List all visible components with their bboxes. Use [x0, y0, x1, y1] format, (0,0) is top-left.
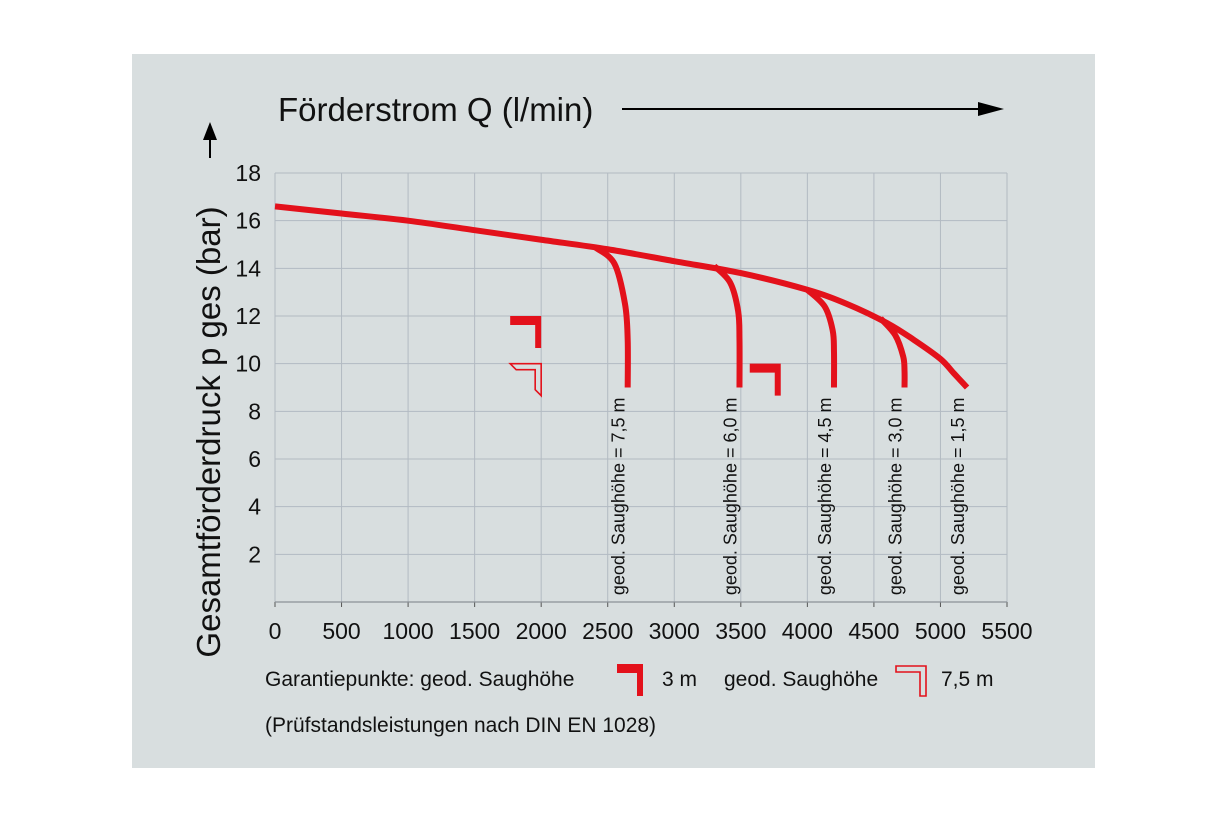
curve-label-5: geod. Saughöhe = 3,0 m [886, 398, 906, 596]
x-axis-arrowhead [978, 102, 1004, 116]
x-axis-title: Förderstrom Q (l/min) [278, 91, 593, 128]
legend-middle-label: geod. Saughöhe [724, 668, 878, 691]
x-tick-label: 1500 [449, 618, 500, 644]
y-tick-label: 12 [235, 303, 261, 329]
legend-outline-label: 7,5 m [941, 668, 994, 691]
legend-filled-label: 3 m [662, 668, 697, 691]
y-tick-label: 2 [248, 541, 261, 567]
guarantee-marker-filled [510, 316, 542, 348]
curve-1 [274, 203, 970, 390]
x-tick-label: 5000 [915, 618, 966, 644]
y-tick-labels: 2 4 6 8 10 12 14 16 18 [235, 160, 261, 567]
curve-5 [878, 316, 908, 388]
x-tick-label: 0 [269, 618, 282, 644]
x-tick-label: 5500 [981, 618, 1032, 644]
guarantee-markers [508, 316, 781, 398]
chart-panel: 0 500 1000 1500 2000 2500 3000 3500 4000 4500 5000… [132, 54, 1095, 768]
curve-label-1: geod. Saughöhe = 1,5 m [948, 398, 968, 596]
legend-outline-marker [895, 665, 927, 697]
grid [275, 172, 1008, 602]
x-tick-label: 2000 [516, 618, 567, 644]
x-tick-label: 4000 [782, 618, 833, 644]
curve-2 [592, 244, 631, 388]
x-tick-label: 3000 [649, 618, 700, 644]
curve-label-2: geod. Saughöhe = 7,5 m [609, 398, 629, 596]
guarantee-marker-outline [508, 362, 542, 398]
guarantee-marker-filled [749, 363, 781, 396]
y-axis-arrowhead [203, 122, 217, 140]
axes [274, 173, 1008, 607]
x-tick-label: 1000 [383, 618, 434, 644]
y-tick-label: 6 [248, 446, 261, 472]
y-tick-label: 4 [248, 494, 261, 520]
x-tick-labels: 0 500 1000 1500 2000 2500 3000 3500 4000 4500 5000… [269, 618, 1033, 644]
legend-filled-marker [617, 664, 643, 696]
curve-label-4: geod. Saughöhe = 4,5 m [815, 398, 835, 596]
y-axis-title: Gesamtförderdruck p ges (bar) [190, 206, 227, 657]
y-tick-label: 18 [235, 160, 261, 186]
x-tick-label: 500 [322, 618, 360, 644]
curve-labels: geod. Saughöhe = 1,5 m geod. Saughöhe = 7… [609, 398, 968, 596]
curve-label-3: geod. Saughöhe = 6,0 m [720, 398, 740, 596]
x-tick-label: 2500 [582, 618, 633, 644]
footnote: (Prüfstandsleistungen nach DIN EN 1028) [265, 714, 656, 737]
y-tick-label: 8 [248, 398, 261, 424]
x-tick-label: 3500 [715, 618, 766, 644]
pump-performance-chart: 0 500 1000 1500 2000 2500 3000 3500 4000 4500 5000… [190, 91, 1033, 737]
y-tick-label: 10 [235, 351, 261, 377]
legend-prefix: Garantiepunkte: geod. Saughöhe [265, 668, 574, 691]
curve-3 [712, 263, 743, 388]
curve-4 [805, 287, 838, 388]
curves [274, 203, 970, 390]
y-tick-label: 16 [235, 208, 261, 234]
x-tick-label: 4500 [848, 618, 899, 644]
y-tick-label: 14 [235, 255, 261, 281]
